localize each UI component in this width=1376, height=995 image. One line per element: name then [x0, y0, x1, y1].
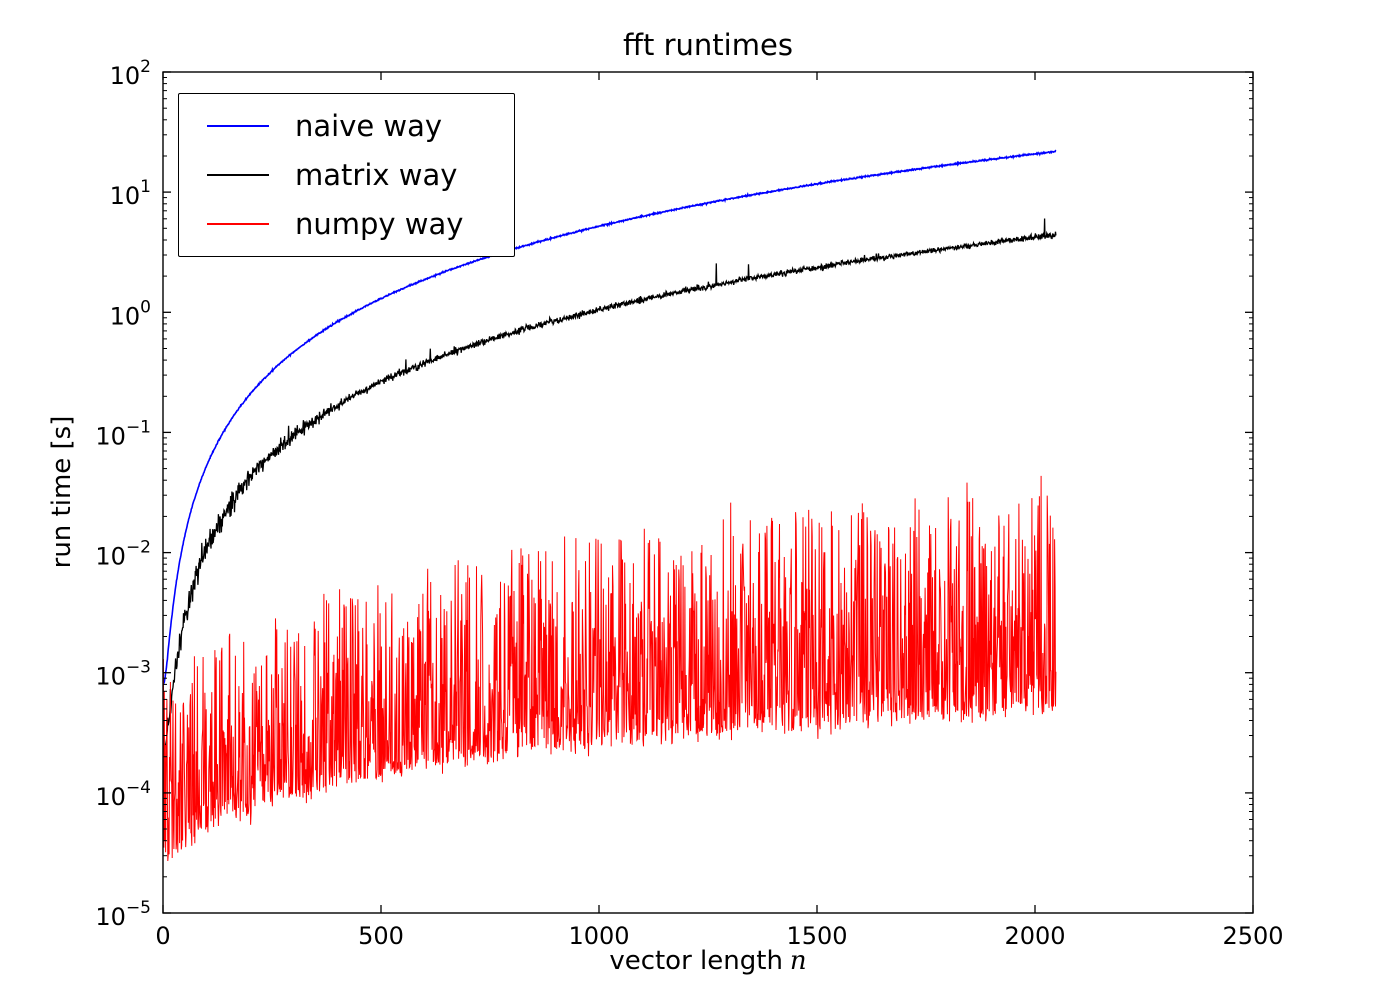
- svg-text:101: 101: [110, 177, 151, 210]
- svg-text:1000: 1000: [568, 922, 629, 950]
- chart-title: fft runtimes: [623, 28, 793, 62]
- legend-label-matrix: matrix way: [295, 157, 458, 192]
- x-tick-labels: 0 500 1000 1500 2000 2500: [155, 922, 1283, 950]
- y-major-ticks: [163, 71, 1253, 914]
- series-line-numpy: [162, 475, 1057, 862]
- legend-entry-naive: naive way: [179, 109, 514, 143]
- series-lines: [162, 149, 1057, 862]
- legend-entry-numpy: numpy way: [179, 207, 514, 241]
- legend-line-sample-naive: [207, 125, 269, 128]
- x-major-ticks: [162, 72, 1254, 913]
- svg-text:10−4: 10−4: [95, 778, 151, 811]
- y-tick-labels: 102 101 100 10−1 10−2 10−3 10−4 10−5: [95, 57, 151, 931]
- series-line-naive: [162, 149, 1057, 685]
- svg-text:102: 102: [110, 57, 151, 90]
- svg-text:500: 500: [358, 922, 404, 950]
- svg-text:10−1: 10−1: [95, 417, 151, 450]
- svg-text:10−5: 10−5: [95, 898, 151, 931]
- svg-text:100: 100: [110, 297, 151, 330]
- svg-text:2000: 2000: [1004, 922, 1065, 950]
- y-axis-label: run time [s]: [47, 415, 77, 569]
- legend-label-naive: naive way: [295, 109, 443, 144]
- series-line-matrix: [162, 218, 1057, 754]
- svg-text:10−2: 10−2: [95, 538, 151, 571]
- legend-entry-matrix: matrix way: [179, 158, 514, 192]
- x-axis-label-variable: n: [789, 946, 807, 976]
- axis-frame: [162, 71, 1254, 914]
- x-axis-label: vector length n: [163, 946, 1253, 976]
- legend-line-sample-matrix: [207, 173, 269, 176]
- legend: naive way matrix way numpy way: [178, 93, 515, 257]
- svg-text:1500: 1500: [786, 922, 847, 950]
- y-minor-ticks: [163, 77, 1253, 878]
- legend-label-numpy: numpy way: [295, 206, 464, 241]
- legend-line-sample-numpy: [207, 222, 269, 225]
- svg-text:0: 0: [155, 922, 170, 950]
- svg-text:2500: 2500: [1222, 922, 1283, 950]
- svg-text:10−3: 10−3: [95, 658, 151, 691]
- x-axis-label-text: vector length: [609, 946, 783, 976]
